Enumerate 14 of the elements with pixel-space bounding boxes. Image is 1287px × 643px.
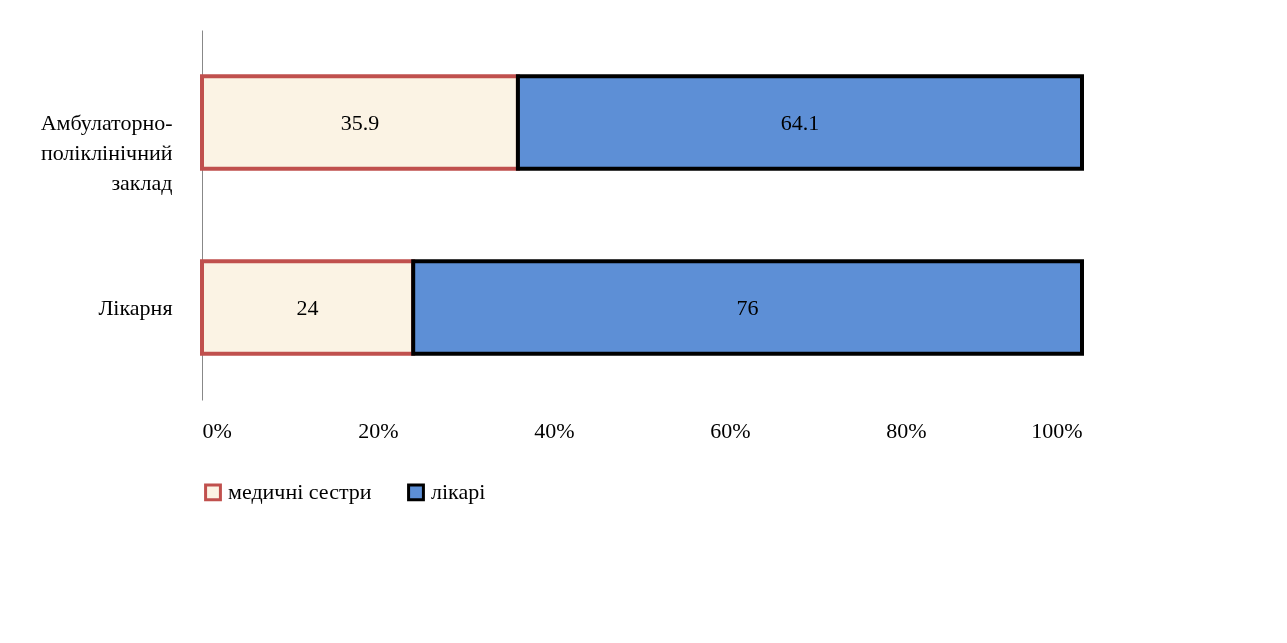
y-tick-label: Амбулаторно-поліклінічний заклад xyxy=(40,109,173,195)
x-tick-label: 100% xyxy=(1031,417,1083,443)
y-tick-label: Лікарня xyxy=(98,294,173,320)
x-tick-label: 40% xyxy=(534,417,575,443)
data-label: 76 xyxy=(736,294,759,320)
data-label: 24 xyxy=(296,294,319,320)
x-tick-label: 60% xyxy=(710,417,751,443)
legend-label: медичні сестри xyxy=(228,479,372,505)
x-tick-label: 80% xyxy=(886,417,927,443)
data-label: 64.1 xyxy=(780,109,820,135)
legend-label: лікарі xyxy=(431,479,486,505)
x-tick-label: 20% xyxy=(358,417,399,443)
x-tick-label: 0% xyxy=(202,417,232,443)
data-label: 35.9 xyxy=(340,109,380,135)
